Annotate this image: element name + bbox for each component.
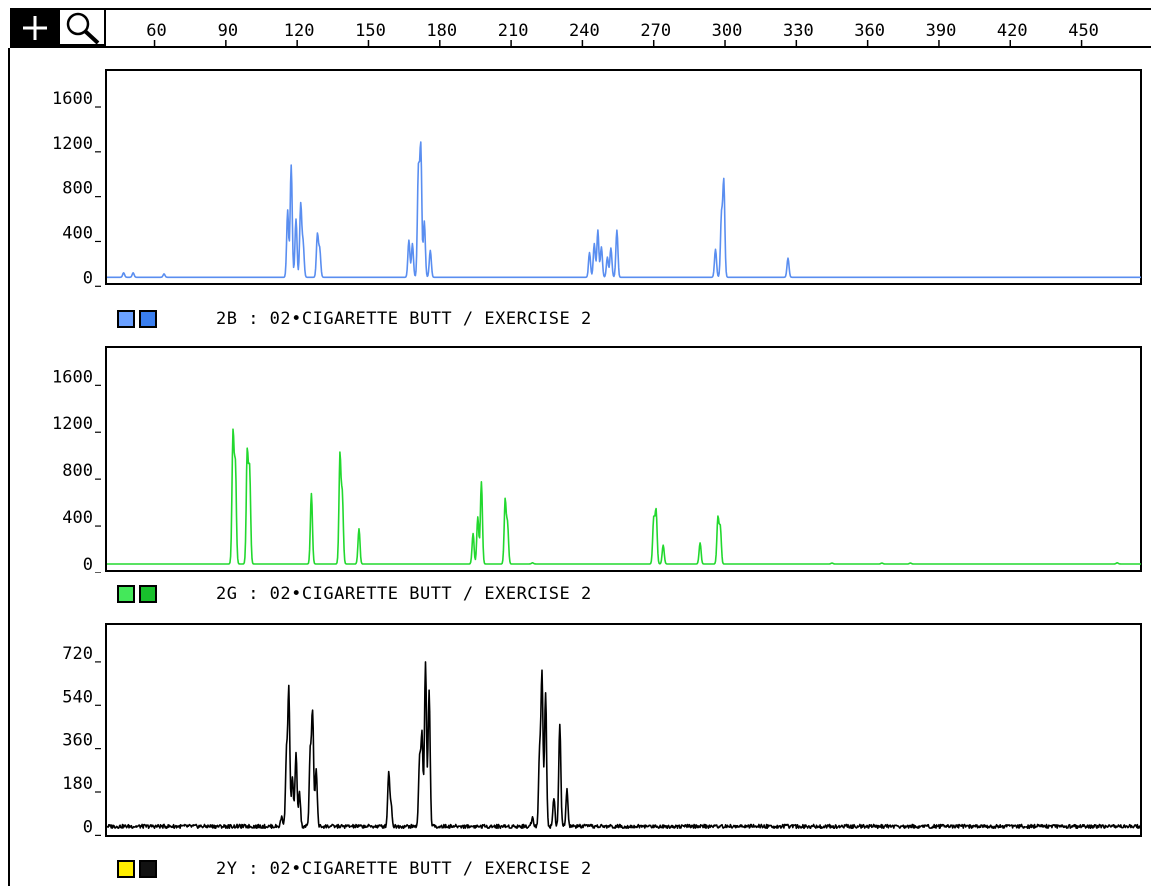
y-tick-label: 180 bbox=[62, 774, 93, 794]
crosshair-icon bbox=[23, 16, 47, 40]
dye-swatch-2y-right[interactable] bbox=[139, 860, 157, 878]
y-tick-label: 1600 bbox=[52, 367, 93, 387]
ruler-tick-label: 270 bbox=[640, 21, 671, 41]
y-tick-label: 1200 bbox=[52, 134, 93, 154]
dye-swatch-2b-left[interactable] bbox=[117, 310, 135, 328]
panel-title-2b: 2B : 02•CIGARETTE BUTT / EXERCISE 2 bbox=[216, 309, 592, 329]
y-tick-label: 1600 bbox=[52, 89, 93, 109]
y-tick-label: 400 bbox=[62, 508, 93, 528]
y-tick-label: 800 bbox=[62, 461, 93, 481]
ruler-tick-label: 240 bbox=[569, 21, 600, 41]
dye-swatch-2g-left[interactable] bbox=[117, 585, 135, 603]
y-tick-label: 360 bbox=[62, 731, 93, 751]
ruler-tick-label: 210 bbox=[498, 21, 529, 41]
ruler-tick-label: 150 bbox=[355, 21, 386, 41]
y-tick-label: 1200 bbox=[52, 414, 93, 434]
ruler-tick-label: 300 bbox=[712, 21, 743, 41]
y-tick-label: 0 bbox=[83, 268, 93, 288]
panel-title-2g: 2G : 02•CIGARETTE BUTT / EXERCISE 2 bbox=[216, 584, 592, 604]
crosshair-tool-button[interactable] bbox=[10, 8, 60, 46]
dye-swatch-2b-right[interactable] bbox=[139, 310, 157, 328]
plot-frame bbox=[105, 346, 1142, 572]
plot-frame bbox=[105, 623, 1142, 837]
trace-line bbox=[106, 428, 1142, 565]
left-border bbox=[8, 48, 10, 886]
chart-panel-2g: 0 400 800 1200 1600 bbox=[52, 346, 1142, 573]
ruler-tick-label: 390 bbox=[926, 21, 957, 41]
plot-frame bbox=[105, 69, 1142, 285]
y-tick-label: 540 bbox=[62, 687, 93, 707]
y-tick-label: 0 bbox=[83, 555, 93, 573]
y-tick-label: 720 bbox=[62, 644, 93, 664]
panel-title-2y: 2Y : 02•CIGARETTE BUTT / EXERCISE 2 bbox=[216, 859, 592, 879]
ruler-tick-label: 60 bbox=[146, 21, 166, 41]
trace-line bbox=[106, 661, 1142, 830]
ruler-tick-label: 420 bbox=[997, 21, 1028, 41]
ruler-tick-label: 90 bbox=[218, 21, 238, 41]
chart-panel-2y: 0 180 360 540 720 bbox=[62, 623, 1142, 837]
dye-swatch-2y-left[interactable] bbox=[117, 860, 135, 878]
zoom-tool-button[interactable] bbox=[60, 8, 106, 46]
ruler-tick-label: 360 bbox=[854, 21, 885, 41]
chart-panel-2b: 0 400 800 1200 1600 bbox=[52, 69, 1142, 288]
trace-line bbox=[106, 141, 1142, 279]
ruler-baseline bbox=[10, 46, 1151, 48]
y-tick-label: 0 bbox=[83, 817, 93, 837]
size-ruler: 60 90 120 150 180 210 240 270 300 330 360 390 420 450 bbox=[146, 21, 1099, 46]
ruler-tick-label: 180 bbox=[426, 21, 457, 41]
y-tick-label: 400 bbox=[62, 223, 93, 243]
y-tick-label: 800 bbox=[62, 179, 93, 199]
dye-swatch-2g-right[interactable] bbox=[139, 585, 157, 603]
ruler-tick-label: 450 bbox=[1068, 21, 1099, 41]
ruler-top-border bbox=[10, 8, 1151, 10]
magnifier-icon bbox=[66, 12, 100, 45]
ruler-tick-label: 330 bbox=[783, 21, 814, 41]
ruler-tick-label: 120 bbox=[284, 21, 315, 41]
